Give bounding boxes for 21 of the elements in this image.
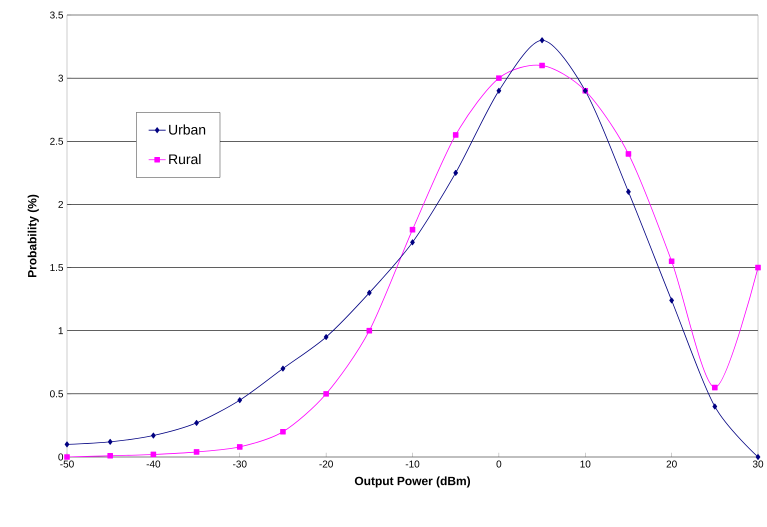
x-tick-label: 0 bbox=[496, 460, 502, 468]
x-tick-label: 10 bbox=[580, 460, 590, 468]
x-tick-label: -40 bbox=[146, 460, 160, 468]
x-tick-label: 20 bbox=[666, 460, 677, 468]
y-tick-label: 0 bbox=[58, 453, 64, 461]
y-tick-label: 2 bbox=[58, 200, 63, 208]
x-tick-label: -50 bbox=[60, 460, 74, 468]
y-tick-label: 1 bbox=[58, 327, 63, 334]
y-axis-title: Probability (%) bbox=[28, 194, 39, 278]
legend-label: Urban bbox=[169, 124, 206, 135]
x-tick-label: -10 bbox=[406, 460, 420, 468]
x-tick-label: -30 bbox=[232, 460, 247, 468]
x-tick-label: -20 bbox=[319, 460, 333, 468]
y-tick-label: 3 bbox=[58, 74, 64, 82]
y-tick-label: 1.5 bbox=[50, 264, 64, 272]
y-tick-label: 2.5 bbox=[50, 138, 64, 145]
y-tick-label: 3.5 bbox=[50, 11, 64, 19]
x-tick-label: 30 bbox=[752, 460, 764, 468]
legend-label: Rural bbox=[169, 154, 200, 164]
y-tick-label: 0.5 bbox=[50, 390, 64, 398]
x-axis-title: Output Power (dBm) bbox=[354, 476, 470, 488]
